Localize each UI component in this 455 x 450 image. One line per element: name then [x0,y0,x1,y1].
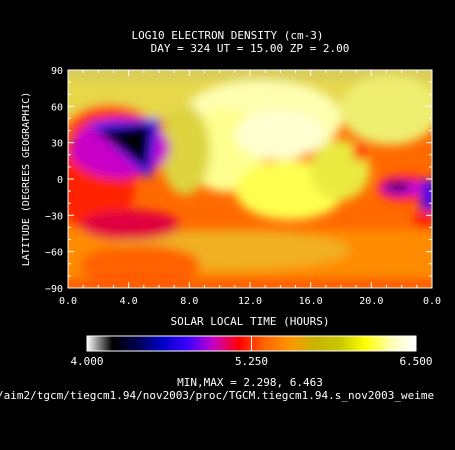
heatmap-dawn-red [413,210,432,230]
y-tick-label: 0 [57,175,63,186]
colorbar-tick-label: 5.250 [235,355,268,368]
heatmap-field [68,70,432,288]
heatmap-regions [68,70,432,288]
colorbar-tick-label: 6.500 [399,355,432,368]
colorbar-tick-label: 4.000 [70,355,103,368]
x-axis: 0.0 4.0 8.0 12.0 16.0 20.0 0.0 [59,70,441,307]
heatmap-yellow-east [340,75,432,145]
heatmap-dayside-core [235,110,325,160]
y-tick-label: 60 [51,102,63,113]
colorbar-ticks: 4.000 5.250 6.500 [70,336,433,368]
y-tick-label: 90 [51,66,63,77]
heatmap-dawn-edge [420,180,432,210]
y-axis: 90 60 30 0 −30 −60 −90 [45,66,432,295]
chart-subtitle: DAY = 324 UT = 15.00 ZP = 2.00 [150,42,350,55]
x-axis-label: SOLAR LOCAL TIME (HOURS) [171,315,330,328]
x-tick-label: 12.0 [238,296,262,307]
y-tick-label: 30 [51,139,63,150]
x-tick-label: 20.0 [359,296,383,307]
heatmap-south-orange [80,245,200,285]
y-axis-label: LATITUDE (DEGREES GEOGRAPHIC) [21,92,32,267]
y-tick-label: −30 [45,211,63,222]
y-tick-label: −90 [45,284,63,295]
heatmap-evening-blob [353,143,367,161]
x-tick-label: 16.0 [299,296,323,307]
chart-title: LOG10 ELECTRON DENSITY (cm-3) [131,29,324,42]
heatmap-evening-hole-core [384,182,412,192]
y-tick-label: −60 [45,248,63,259]
file-path: /aim2/tgcm/tiegcm1.94/nov2003/proc/TGCM.… [0,389,435,402]
x-tick-label: 8.0 [180,296,198,307]
x-tick-label: 4.0 [120,296,138,307]
x-tick-label: 0.0 [423,296,441,307]
heatmap-trough-core [96,124,152,170]
heatmap-yellow-west [160,105,210,195]
x-tick-label: 0.0 [59,296,77,307]
heatmap-red-south [80,210,180,240]
min-max-readout: MIN,MAX = 2.298, 6.463 [177,376,323,389]
